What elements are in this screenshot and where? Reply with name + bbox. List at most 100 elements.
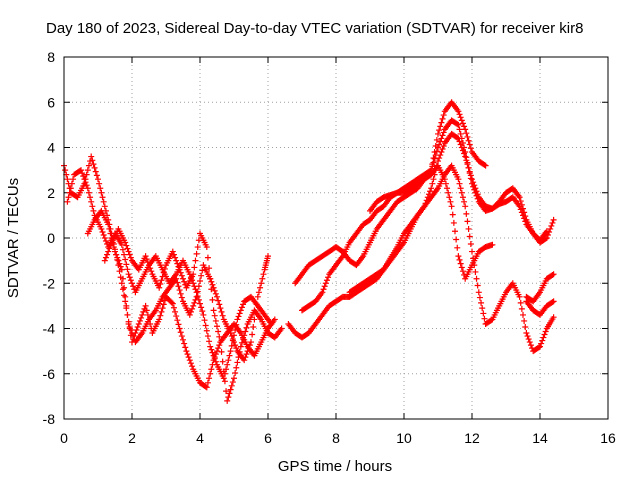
data-point-interp <box>473 192 480 199</box>
data-point <box>169 300 176 307</box>
data-point-interp <box>173 257 180 264</box>
data-point-interp <box>110 244 117 251</box>
data-point-interp <box>240 301 247 308</box>
data-point-interp <box>65 194 72 201</box>
data-point <box>428 185 435 192</box>
data-point-interp <box>191 264 198 271</box>
data-point <box>118 266 125 273</box>
series-track-9 <box>367 162 496 282</box>
data-point-interp <box>197 300 203 307</box>
x-tick-label: 14 <box>532 430 548 446</box>
data-point <box>186 311 193 318</box>
data-point-interp <box>126 323 133 330</box>
data-point <box>550 216 557 223</box>
data-point-interp <box>244 348 251 355</box>
data-point-interp <box>465 164 472 171</box>
data-point-interp <box>143 256 150 263</box>
data-point-interp <box>231 339 237 346</box>
data-point-interp <box>474 282 481 289</box>
data-point <box>462 203 469 210</box>
data-point-interp <box>170 251 177 258</box>
data-point-interp <box>195 283 202 290</box>
data-point-interp <box>124 311 131 318</box>
data-point-interp <box>212 358 219 365</box>
data-point-interp <box>440 142 447 149</box>
data-point-interp <box>464 159 471 166</box>
data-point-interp <box>204 333 211 340</box>
data-point-interp <box>427 188 434 195</box>
data-point-interp <box>208 278 215 285</box>
x-tick-label: 12 <box>464 430 480 446</box>
data-point <box>224 397 231 404</box>
data-point <box>455 108 462 115</box>
data-point-interp <box>238 339 245 346</box>
data-point <box>122 239 129 246</box>
data-point-interp <box>463 130 470 137</box>
data-point-interp <box>161 265 168 272</box>
data-point-interp <box>439 132 446 139</box>
data-point <box>125 271 132 278</box>
data-point-interp <box>243 324 250 331</box>
data-point-interp <box>459 268 466 275</box>
data-point-interp <box>83 171 90 178</box>
data-point-interp <box>255 289 262 296</box>
data-point-interp <box>226 352 233 359</box>
data-point-interp <box>436 155 443 162</box>
data-point-interp <box>236 348 243 355</box>
data-point-interp <box>122 293 129 300</box>
tick-labels: 0 2 4 6 8 10 12 14 16 -8 -6 -4 -2 0 2 4 6 8 <box>43 49 616 446</box>
data-point-interp <box>89 203 96 210</box>
data-point-interp <box>117 263 124 270</box>
data-point-interp <box>235 313 242 320</box>
data-point <box>469 248 475 255</box>
data-point-interp <box>459 120 466 127</box>
data-point-interp <box>175 263 182 270</box>
data-point-interp <box>214 323 220 330</box>
data-point-interp <box>518 201 525 208</box>
data-point-interp <box>214 348 220 355</box>
data-point <box>78 167 84 174</box>
data-point-interp <box>439 115 446 122</box>
data-point <box>176 266 183 273</box>
data-point-interp <box>471 186 478 193</box>
data-point-interp <box>520 311 526 318</box>
data-point <box>543 235 550 241</box>
data-point-interp <box>158 308 165 315</box>
data-point <box>462 149 469 156</box>
data-point <box>200 311 207 318</box>
data-point-interp <box>535 344 542 351</box>
data-point-interp <box>208 366 215 373</box>
data-point-interp <box>106 225 113 232</box>
data-point-interp <box>325 274 332 281</box>
data-point-interp <box>212 317 219 324</box>
data-point-interp <box>176 287 183 294</box>
data-point-interp <box>90 207 97 214</box>
y-tick-label: 0 <box>47 230 55 246</box>
data-point-interp <box>178 294 185 301</box>
data-point-interp <box>472 268 479 275</box>
data-point-interp <box>253 301 260 308</box>
data-point-interp <box>190 302 197 309</box>
data-point-interp <box>430 176 437 183</box>
data-point-interp <box>458 264 465 271</box>
data-point-interp <box>160 301 167 308</box>
data-point-interp <box>208 286 215 293</box>
x-tick-label: 0 <box>60 430 68 446</box>
x-axis-label: GPS time / hours <box>278 458 392 475</box>
data-point <box>265 253 271 260</box>
y-tick-label: 2 <box>47 185 55 201</box>
data-point-interp <box>246 342 253 349</box>
data-point-interp <box>146 262 152 269</box>
data-point-interp <box>228 382 235 389</box>
data-point <box>254 293 261 300</box>
data-point-interp <box>129 330 135 337</box>
data-point-interp <box>481 161 488 168</box>
data-point-interp <box>107 242 114 249</box>
data-point-interp <box>181 278 188 285</box>
data-point-interp <box>456 111 463 118</box>
series-track-5 <box>285 130 557 341</box>
data-point-interp <box>105 248 112 255</box>
data-point <box>516 293 523 300</box>
data-point-interp <box>433 136 440 143</box>
data-point <box>118 241 125 248</box>
